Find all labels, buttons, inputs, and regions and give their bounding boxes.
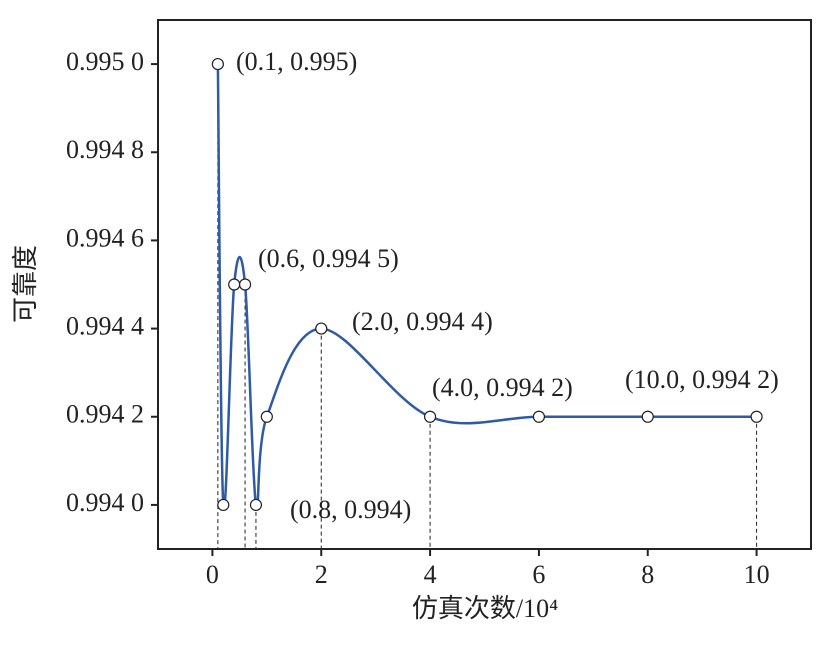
- annotation: (0.8, 0.994): [290, 495, 411, 524]
- point-marker: [228, 278, 241, 291]
- x-tick-label: 8: [641, 560, 654, 589]
- y-tick-label: 0.995 0: [66, 47, 144, 76]
- point-marker: [315, 322, 328, 335]
- plot-frame: [157, 19, 812, 550]
- y-tick-label: 0.994 0: [66, 488, 144, 517]
- y-axis-label: 可靠度: [11, 245, 40, 323]
- series-line: [216, 64, 757, 510]
- point-marker: [211, 57, 224, 71]
- x-tick-label: 6: [532, 560, 545, 589]
- annotation: (2.0, 0.994 4): [352, 307, 493, 336]
- x-tick-label: 10: [744, 560, 770, 589]
- x-tick-label: 0: [206, 560, 219, 589]
- point-marker: [532, 410, 546, 423]
- point-marker: [249, 498, 263, 512]
- annotation: (4.0, 0.994 2): [432, 373, 573, 402]
- y-tick-label: 0.994 8: [66, 135, 144, 164]
- y-tick-label: 0.994 6: [66, 223, 144, 252]
- point-marker: [260, 410, 273, 423]
- y-tick-label: 0.994 2: [66, 400, 144, 429]
- annotation: (0.1, 0.995): [236, 47, 357, 76]
- x-tick-label: 4: [424, 560, 437, 589]
- y-tick-label: 0.994 4: [66, 312, 144, 341]
- x-axis-label: 仿真次数/10⁴: [412, 594, 558, 623]
- annotation: (0.6, 0.994 5): [258, 244, 399, 273]
- point-marker: [238, 278, 252, 291]
- x-tick-label: 2: [315, 560, 328, 589]
- point-marker: [750, 410, 763, 423]
- annotation: (10.0, 0.994 2): [625, 365, 779, 394]
- point-marker: [641, 410, 654, 423]
- point-marker: [423, 410, 437, 423]
- point-marker: [217, 498, 230, 512]
